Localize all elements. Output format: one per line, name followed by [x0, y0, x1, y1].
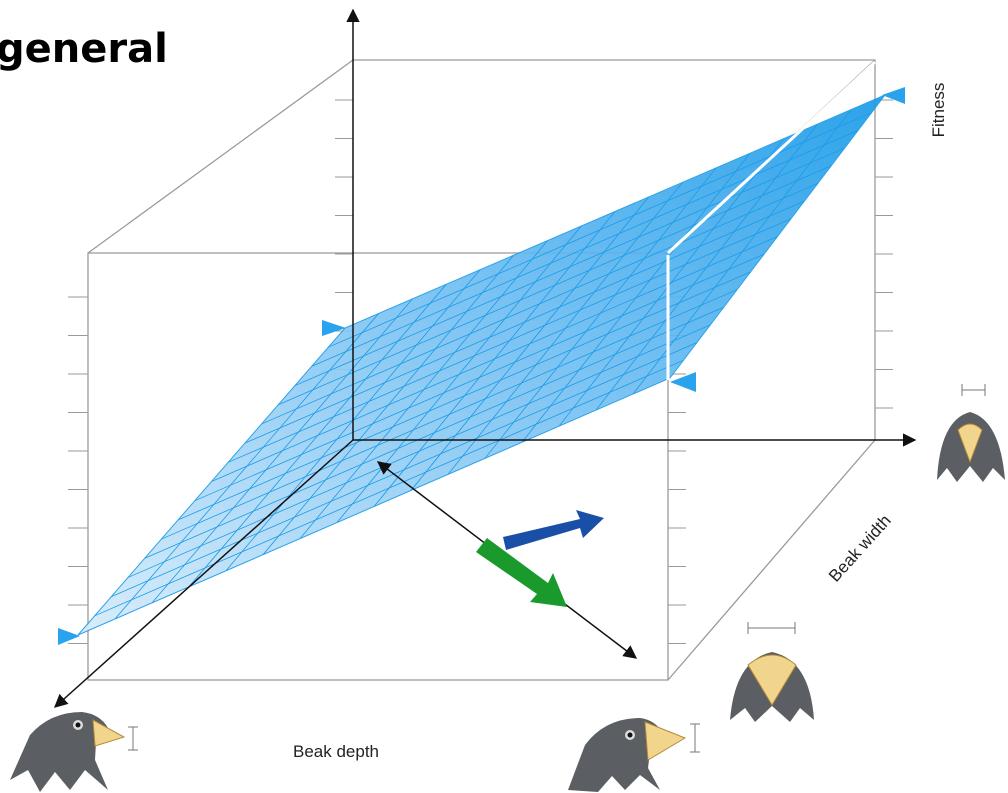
beak-width-label: Beak width	[825, 511, 895, 586]
grid-line	[484, 167, 717, 459]
grid-line	[228, 218, 792, 463]
cube-frame	[87, 59, 876, 681]
surface-marker	[882, 87, 905, 104]
bird-side-small	[10, 712, 138, 792]
grid-line	[595, 123, 818, 411]
surface-marker	[322, 320, 346, 336]
surface-marker	[670, 372, 696, 392]
beak-depth-axis	[53, 439, 354, 708]
surface-marker	[58, 628, 80, 645]
grid-line	[328, 112, 872, 348]
selection-arrow-green	[476, 538, 567, 607]
grid-line	[294, 147, 845, 386]
fitness-label: Fitness	[929, 83, 948, 138]
grid-line	[447, 182, 683, 475]
beak-depth-label: Beak depth	[293, 742, 379, 761]
title: general	[0, 26, 168, 72]
grid-line	[244, 200, 805, 444]
bird-front-small	[937, 384, 1005, 482]
grid-line	[278, 165, 832, 406]
grid-line	[311, 130, 859, 367]
selection-arrow-blue	[503, 510, 604, 550]
grid-line	[410, 196, 650, 491]
tick-marks	[68, 99, 893, 644]
surface-edge-highlight	[666, 60, 877, 380]
bird-front-large	[730, 622, 814, 722]
grid-line	[521, 153, 751, 443]
cube-edges	[87, 59, 876, 681]
grid-line	[261, 183, 818, 425]
bird-side-large	[568, 718, 700, 792]
surface-grid	[94, 109, 872, 620]
grid-line	[558, 138, 785, 427]
grid-line	[211, 236, 778, 482]
